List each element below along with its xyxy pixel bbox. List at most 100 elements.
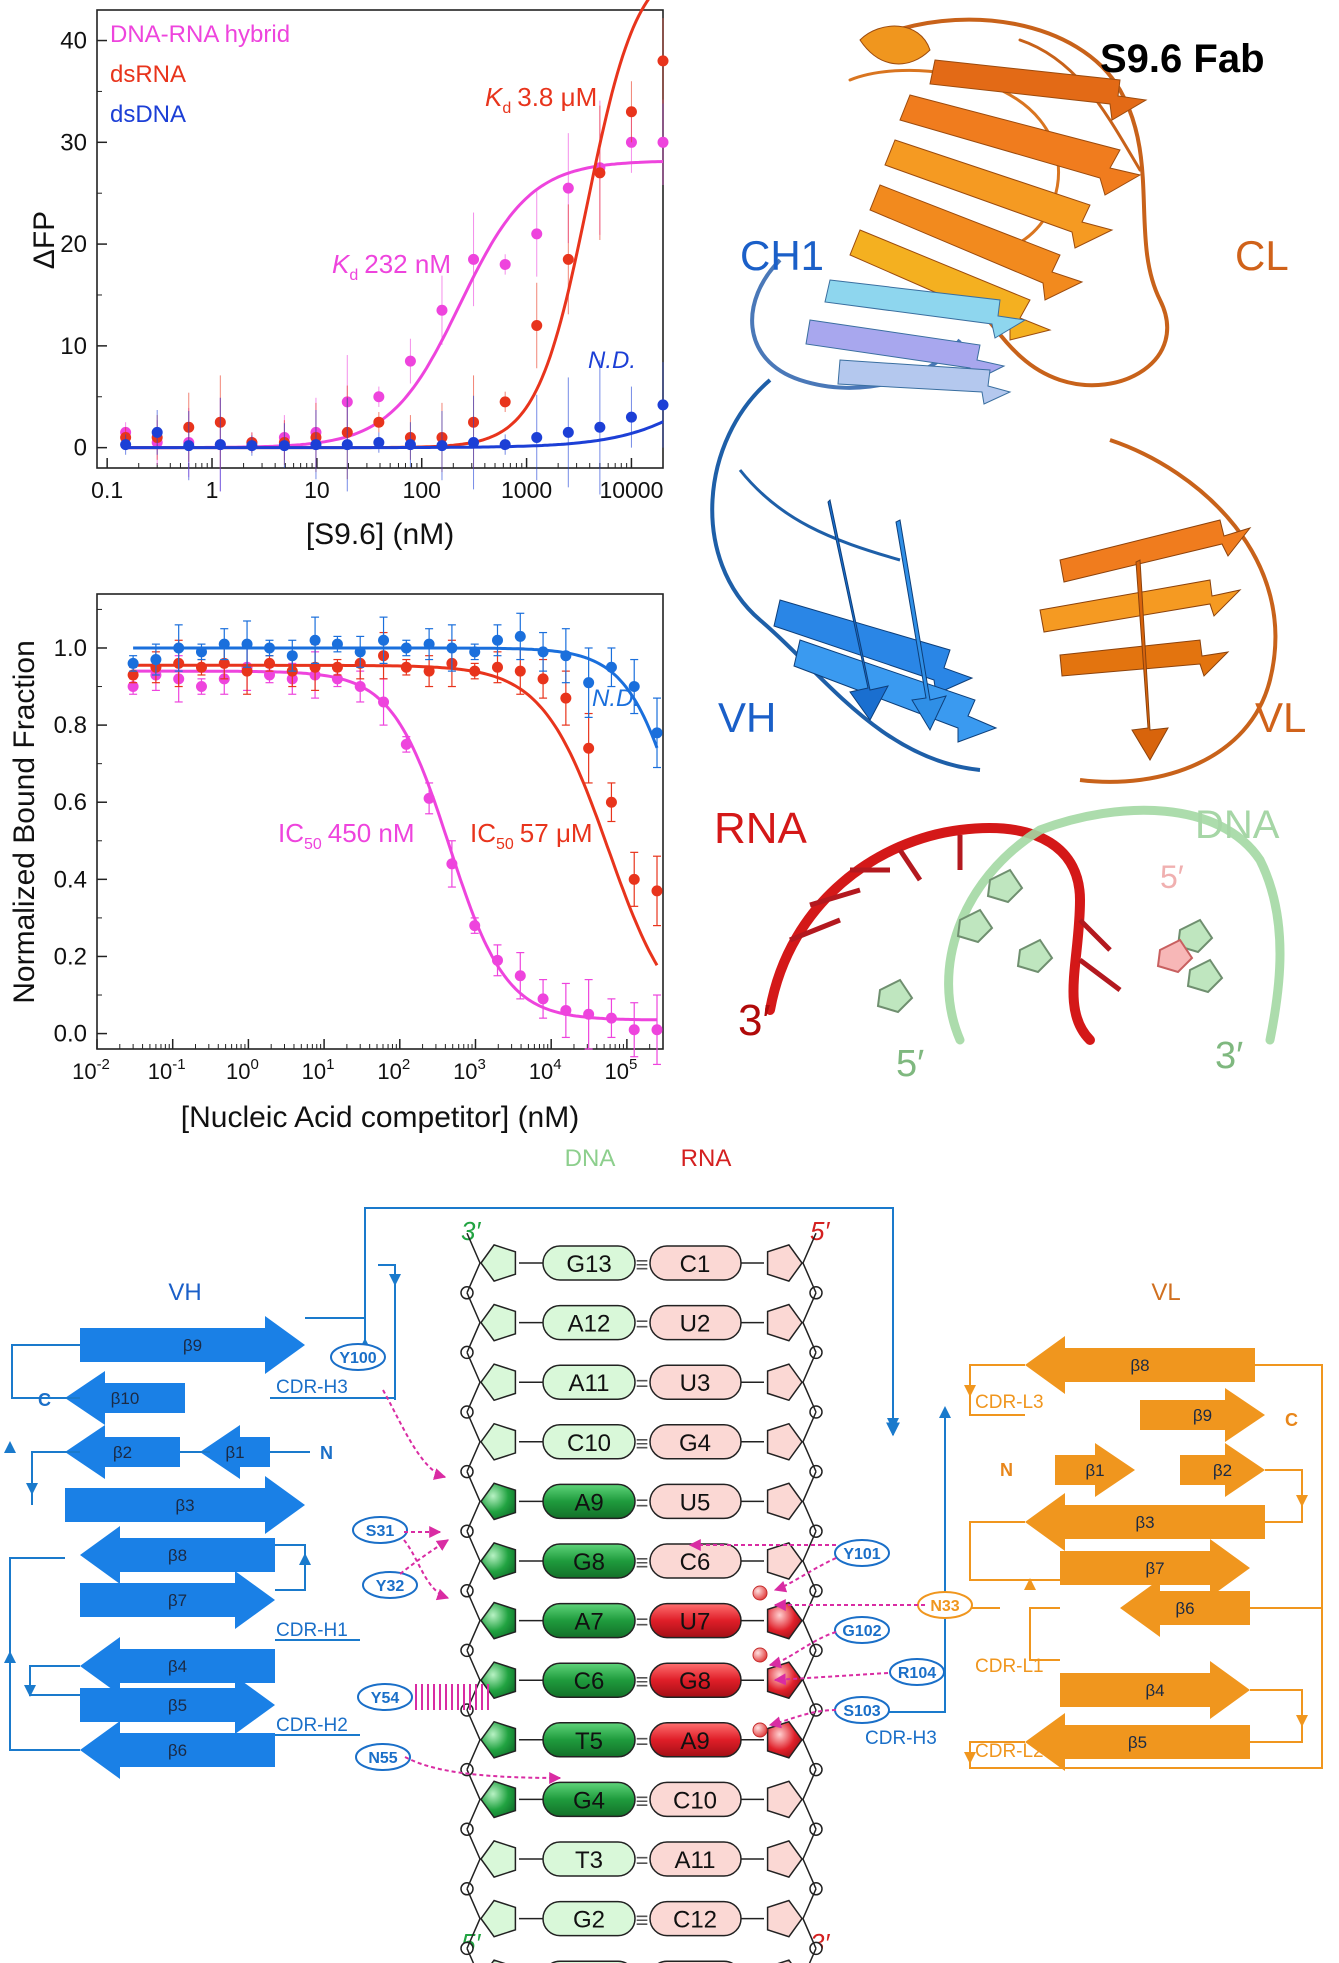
residue-y32-oval — [362, 1571, 418, 1599]
rna-base — [649, 1602, 742, 1639]
vl-strand-label: β2 — [1213, 1461, 1232, 1480]
data-point — [120, 439, 132, 451]
data-point — [150, 654, 162, 666]
rna-base — [649, 1900, 742, 1937]
data-point — [491, 634, 503, 646]
data-point — [331, 661, 343, 673]
panel-a-legend-dsdna: dsDNA — [110, 101, 186, 128]
fit-curve — [133, 663, 659, 966]
tick-exponent: 4 — [553, 1056, 561, 1073]
vl-strand-label: β8 — [1130, 1356, 1149, 1375]
vl-strand — [1120, 1579, 1250, 1637]
vl-strand — [1025, 1493, 1265, 1551]
cdr-l2-label: CDR-L2 — [975, 1741, 1044, 1762]
data-point — [195, 661, 207, 673]
vl-strand — [1060, 1661, 1250, 1719]
rna-sugar — [766, 1363, 803, 1402]
rna-sugar — [766, 1422, 803, 1461]
panel-b-annotation-dsrna-ic50: IC50 57 μM — [470, 818, 593, 853]
vh-loop-left-4 — [29, 1665, 80, 1696]
panel-a-annotation-dsrna-kd: Kd 3.8 μM — [485, 82, 597, 117]
bond-symbol: ≡ — [636, 1252, 649, 1277]
data-point — [423, 638, 435, 650]
dna-sugar — [480, 1840, 517, 1878]
dna-sugar — [480, 1482, 517, 1521]
vh-strand — [65, 1425, 180, 1479]
x-tick-label: 10000 — [599, 477, 663, 503]
rna-base — [649, 1245, 742, 1281]
x-tick-label: 0.1 — [91, 477, 123, 503]
tick-exponent: 0 — [250, 1056, 258, 1073]
vl-c-terminus: C — [1285, 1410, 1298, 1430]
vh-strand — [80, 1721, 275, 1779]
data-point — [373, 437, 385, 449]
data-point — [628, 873, 640, 885]
dna-base-label: A9 — [574, 1489, 603, 1516]
vh-strand — [65, 1371, 185, 1425]
data-point — [341, 439, 353, 451]
vl-strand-label: β7 — [1145, 1559, 1164, 1578]
data-point — [400, 661, 412, 673]
vh-loop-left-1 — [11, 1344, 80, 1399]
data-point — [651, 885, 663, 897]
residue-y101-oval — [834, 1539, 890, 1567]
data-point — [605, 661, 617, 673]
dna-base-label: A7 — [574, 1609, 603, 1636]
data-point — [400, 738, 412, 750]
rna-base — [649, 1662, 742, 1698]
tick-base: 10 — [453, 1059, 477, 1084]
vh-n-terminus: N — [320, 1443, 333, 1463]
residue-g102-label: G102 — [842, 1623, 881, 1640]
contact-diagram: DNA RNA 3′ 5′ 5′ 3′ G13C1≡A12U2=A11U3=C1… — [4, 1145, 1323, 1963]
data-point — [183, 440, 195, 452]
panel-b-ylabel: Normalized Bound Fraction — [8, 640, 41, 1004]
dna-base-label: G8 — [573, 1549, 605, 1576]
vh-strand — [65, 1476, 305, 1534]
y-tick-label: 1.0 — [54, 635, 87, 662]
y-tick-label: 0.6 — [54, 789, 87, 816]
vl-loop-7 — [1250, 1689, 1303, 1743]
data-point — [491, 661, 503, 673]
data-point — [605, 796, 617, 808]
dna-base — [542, 1304, 636, 1341]
tick-exponent: -2 — [97, 1056, 110, 1073]
vl-loop-5 — [1029, 1607, 1060, 1661]
data-point — [651, 727, 663, 739]
rna-base-label: A9 — [680, 1728, 709, 1755]
data-point — [310, 439, 322, 451]
vh-c-terminus: C — [38, 1390, 51, 1410]
data-point — [499, 439, 511, 451]
diagram-base-pairs: G13 C1 ≡ A12 U2 = A11 U3 = C10 G4 ≡ A9 U5 = G8 C6 ≡ A7 U7 = C… — [480, 1244, 803, 1963]
tick-exponent: 5 — [629, 1056, 637, 1073]
data-point — [499, 396, 511, 408]
vh-strand-label: β4 — [168, 1657, 187, 1676]
link-y100-a9 — [382, 1389, 447, 1480]
data-point — [195, 646, 207, 658]
vl-strand-label: β9 — [1193, 1406, 1212, 1425]
tick-exponent: 2 — [402, 1056, 410, 1073]
data-point — [657, 136, 669, 148]
vh-strand — [80, 1637, 275, 1695]
vh-loop-right-1 — [275, 1544, 306, 1591]
vl-strand — [1055, 1443, 1135, 1497]
data-point — [537, 646, 549, 658]
tick-base: 10 — [529, 1059, 553, 1084]
data-point — [628, 1024, 640, 1036]
residue-y54-label: Y54 — [371, 1690, 400, 1707]
fab-structure-illustration: S9.6 Fab CH1 CL VH VL RNA DNA 3′ 5′ 3′ 5… — [710, 17, 1306, 1085]
data-point — [436, 440, 448, 452]
vh-arrowhead — [299, 1553, 311, 1565]
dna-base-label: G4 — [573, 1787, 605, 1814]
data-point — [195, 681, 207, 693]
dna-base — [542, 1781, 636, 1818]
ch1-domain — [750, 258, 1027, 405]
vl-strand — [1025, 1336, 1255, 1394]
vh-domain — [710, 378, 998, 772]
fit-curve — [125, 0, 650, 450]
link-s31-c6 — [403, 1539, 450, 1601]
data-point — [241, 638, 253, 650]
vl-loop-3 — [1260, 1469, 1303, 1523]
fit-curve — [133, 669, 657, 1022]
vl-strand-label: β5 — [1128, 1733, 1147, 1752]
vl-strand-arrows: β8 β9 β1 β2 β3 β7 β6 β4 β5 — [1025, 1336, 1265, 1771]
